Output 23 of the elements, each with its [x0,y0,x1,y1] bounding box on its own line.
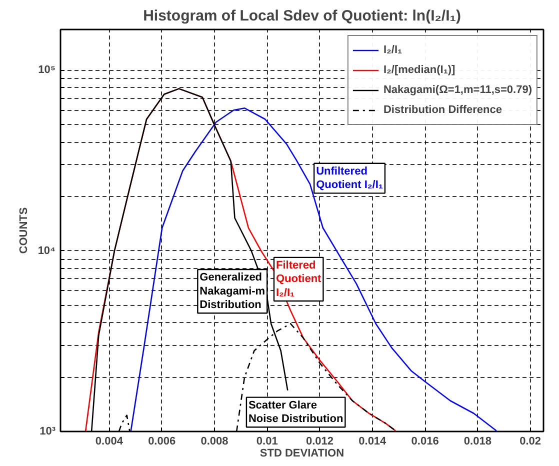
x-tick-label: 0.008 [200,436,228,448]
legend-label: I₂/[median(I₁)] [383,63,456,77]
x-tick-label: 0.02 [520,436,542,448]
x-tick-label: 0.014 [358,436,388,448]
y-tick-label: 10⁵ [38,64,56,76]
y-tick-label: 10³ [40,426,56,438]
annotation: Generalized Nakagami-m Distribution [200,271,266,312]
annotation: Filtered Quotient I₂/I₁ [276,259,322,300]
y-tick-label: 10⁴ [38,244,56,257]
legend-label: Nakagami(Ω=1,m=11,s=0.79) [383,83,532,97]
x-tick-label: 0.012 [306,436,334,448]
annotation: Unfiltered Quotient I₂/I₁ [316,165,384,192]
chart-title: Histogram of Local Sdev of Quotient: ln(I₂/I₁) [143,8,461,24]
x-tick-label: 0.004 [95,436,124,448]
x-tick-label: 0.01 [256,436,278,448]
y-axis-title: COUNTS [18,207,30,254]
legend-label: Distribution Difference [383,103,502,117]
annotation: Scatter Glare Noise Distribution [248,399,344,426]
x-tick-label: 0.006 [148,436,176,448]
legend-label: I₂/I₁ [383,43,404,57]
x-tick-label: 0.016 [411,436,439,448]
x-axis-title: STD DEVIATION [260,448,344,460]
x-tick-label: 0.018 [464,436,492,448]
